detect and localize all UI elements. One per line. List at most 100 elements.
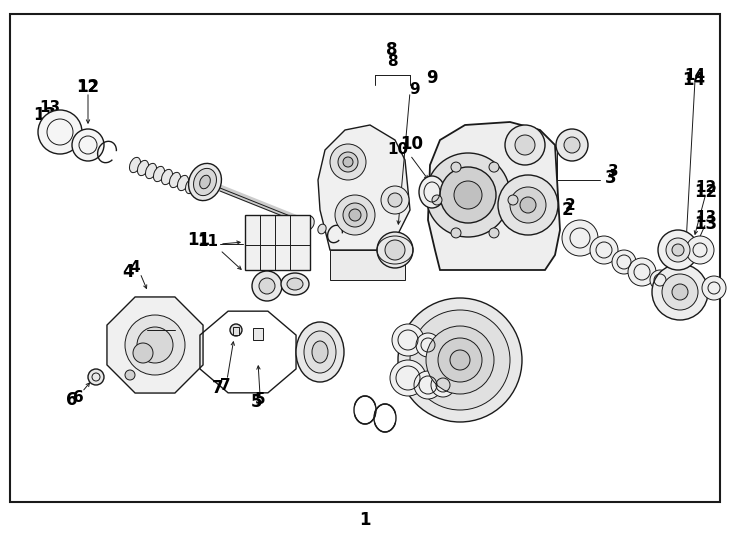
Circle shape xyxy=(410,310,510,410)
Text: 13: 13 xyxy=(694,215,718,233)
Text: 8: 8 xyxy=(387,55,397,70)
Circle shape xyxy=(662,274,698,310)
Circle shape xyxy=(520,197,536,213)
Text: 8: 8 xyxy=(386,41,398,59)
Ellipse shape xyxy=(145,163,156,179)
Circle shape xyxy=(590,236,618,264)
Circle shape xyxy=(489,162,499,172)
Ellipse shape xyxy=(194,168,217,195)
Circle shape xyxy=(343,203,367,227)
Text: 13: 13 xyxy=(34,106,57,124)
Polygon shape xyxy=(318,125,410,250)
Circle shape xyxy=(72,129,104,161)
Ellipse shape xyxy=(318,224,326,234)
Circle shape xyxy=(335,195,375,235)
Text: 12: 12 xyxy=(695,180,716,195)
Text: 6: 6 xyxy=(73,389,84,404)
Text: 12: 12 xyxy=(77,79,98,94)
Circle shape xyxy=(349,209,361,221)
Ellipse shape xyxy=(200,176,211,189)
Text: 9: 9 xyxy=(426,69,437,87)
Bar xyxy=(330,250,405,280)
Circle shape xyxy=(390,360,426,396)
Circle shape xyxy=(88,369,104,385)
Bar xyxy=(233,327,239,335)
Circle shape xyxy=(416,333,440,357)
Text: 2: 2 xyxy=(562,201,573,219)
Circle shape xyxy=(137,327,173,363)
Circle shape xyxy=(230,324,242,336)
Text: 14: 14 xyxy=(683,71,705,89)
Text: 13: 13 xyxy=(695,211,716,226)
Circle shape xyxy=(133,343,153,363)
Circle shape xyxy=(663,273,687,297)
Circle shape xyxy=(510,187,546,223)
Text: 14: 14 xyxy=(684,68,705,83)
Bar xyxy=(253,328,263,340)
Text: 1: 1 xyxy=(359,511,371,529)
Circle shape xyxy=(451,162,461,172)
Circle shape xyxy=(508,195,518,205)
Circle shape xyxy=(672,244,684,256)
Circle shape xyxy=(454,181,482,209)
Circle shape xyxy=(681,278,699,296)
Circle shape xyxy=(612,250,636,274)
Text: 11: 11 xyxy=(187,231,210,249)
Circle shape xyxy=(398,298,522,422)
Polygon shape xyxy=(428,122,560,270)
Circle shape xyxy=(392,324,424,356)
Circle shape xyxy=(431,373,455,397)
Ellipse shape xyxy=(137,160,148,176)
Circle shape xyxy=(702,276,726,300)
Circle shape xyxy=(562,220,598,256)
Ellipse shape xyxy=(129,157,140,173)
Circle shape xyxy=(505,125,545,165)
Circle shape xyxy=(125,315,185,375)
Text: 9: 9 xyxy=(410,83,421,98)
Ellipse shape xyxy=(304,331,336,373)
Text: 10: 10 xyxy=(387,143,408,158)
Circle shape xyxy=(556,129,588,161)
Circle shape xyxy=(377,232,413,268)
Text: 11: 11 xyxy=(197,234,218,249)
Circle shape xyxy=(672,284,688,300)
Ellipse shape xyxy=(419,176,445,208)
Circle shape xyxy=(388,193,402,207)
Circle shape xyxy=(426,326,494,394)
Circle shape xyxy=(652,264,708,320)
Ellipse shape xyxy=(296,322,344,382)
Circle shape xyxy=(451,228,461,238)
Text: 4: 4 xyxy=(122,263,134,281)
Text: 3: 3 xyxy=(605,169,617,187)
Text: 12: 12 xyxy=(76,78,100,96)
Ellipse shape xyxy=(189,164,222,200)
Ellipse shape xyxy=(170,172,181,188)
Ellipse shape xyxy=(186,178,197,194)
Circle shape xyxy=(658,230,698,270)
Circle shape xyxy=(628,258,656,286)
Circle shape xyxy=(564,137,580,153)
Circle shape xyxy=(515,135,535,155)
Circle shape xyxy=(438,338,482,382)
Circle shape xyxy=(498,175,558,235)
Polygon shape xyxy=(107,297,203,393)
Ellipse shape xyxy=(287,278,303,290)
Circle shape xyxy=(385,240,405,260)
Ellipse shape xyxy=(153,166,164,181)
Circle shape xyxy=(450,350,470,370)
Text: 12: 12 xyxy=(694,183,718,201)
Ellipse shape xyxy=(281,273,309,295)
Text: 4: 4 xyxy=(130,260,140,275)
Text: 6: 6 xyxy=(66,391,78,409)
Circle shape xyxy=(343,157,353,167)
Circle shape xyxy=(666,238,690,262)
Text: 3: 3 xyxy=(608,165,619,179)
Circle shape xyxy=(426,153,510,237)
Circle shape xyxy=(650,270,670,290)
Circle shape xyxy=(125,370,135,380)
Circle shape xyxy=(330,144,366,180)
Circle shape xyxy=(440,167,496,223)
Circle shape xyxy=(38,110,82,154)
Text: 13: 13 xyxy=(40,99,61,114)
Ellipse shape xyxy=(312,341,328,363)
